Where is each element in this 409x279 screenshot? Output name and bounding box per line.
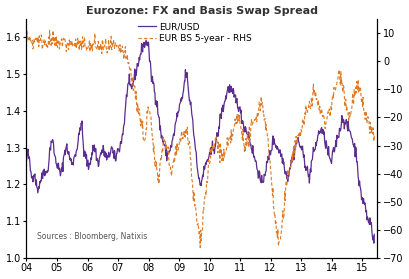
EUR/USD (202, 164, 207, 167)
EUR/USD (350, 137, 355, 140)
EUR BS 5-year - RHS (198, 246, 202, 249)
EUR/USD (90, 151, 94, 154)
EUR BS 5-year - RHS (90, 49, 95, 53)
EUR/USD (371, 242, 376, 245)
Text: Sources : Bloomberg, Natixis: Sources : Bloomberg, Natixis (37, 232, 147, 241)
Line: EUR BS 5-year - RHS: EUR BS 5-year - RHS (27, 30, 374, 247)
Line: EUR/USD: EUR/USD (27, 40, 374, 243)
EUR BS 5-year - RHS (172, 156, 177, 160)
EUR/USD (201, 175, 206, 178)
EUR/USD (87, 162, 92, 165)
EUR BS 5-year - RHS (372, 134, 377, 138)
EUR BS 5-year - RHS (24, 46, 29, 49)
EUR BS 5-year - RHS (47, 29, 52, 32)
Title: Eurozone: FX and Basis Swap Spread: Eurozone: FX and Basis Swap Spread (86, 6, 318, 16)
EUR BS 5-year - RHS (350, 91, 355, 95)
EUR BS 5-year - RHS (201, 210, 206, 213)
EUR BS 5-year - RHS (203, 191, 208, 194)
EUR/USD (372, 233, 377, 236)
EUR BS 5-year - RHS (88, 50, 92, 53)
EUR/USD (24, 159, 29, 163)
EUR/USD (172, 134, 177, 137)
EUR/USD (144, 39, 148, 42)
Legend: EUR/USD, EUR BS 5-year - RHS: EUR/USD, EUR BS 5-year - RHS (134, 19, 256, 47)
